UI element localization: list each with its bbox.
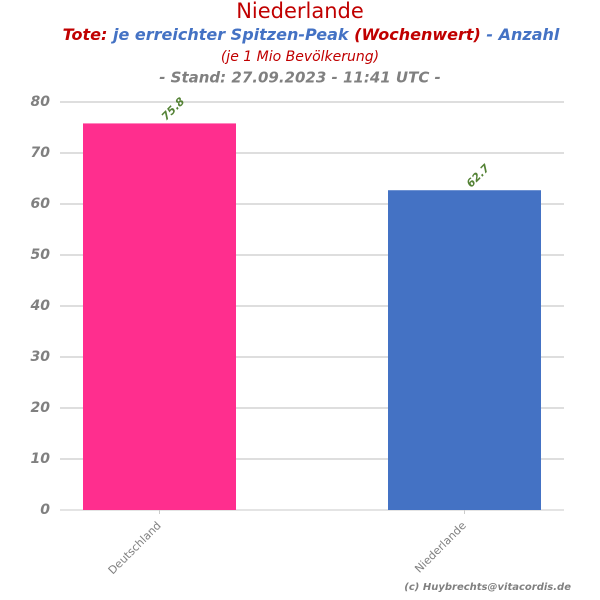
subtitle: - Stand: 27.09.2023 - 11:41 UTC -: [159, 69, 441, 87]
y-tick-label: 30: [31, 349, 51, 365]
subtitle-part: (Wochenwert): [354, 25, 481, 44]
bar: [83, 123, 236, 511]
bar: [388, 190, 541, 511]
data-label: 75.8: [159, 95, 188, 124]
subtitle: Tote: je erreichter Spitzen-Peak (Wochen…: [63, 25, 560, 44]
y-tick-label: 0: [40, 502, 50, 518]
y-tick-label: 20: [31, 400, 51, 416]
y-tick-label: 70: [31, 145, 51, 161]
chart-title: Niederlande: [236, 0, 364, 23]
y-tick-label: 40: [30, 298, 51, 314]
data-label: 62.7: [464, 161, 493, 190]
y-tick-label: 50: [31, 247, 51, 263]
subtitle-part: - Anzahl: [486, 25, 559, 44]
y-tick-label: 60: [31, 196, 51, 212]
x-tick-label: Deutschland: [106, 519, 164, 577]
subtitle-part: je erreichter Spitzen-Peak: [110, 25, 350, 44]
subtitle: (je 1 Mio Bevölkerung): [221, 49, 379, 65]
y-tick-label: 80: [31, 94, 51, 110]
credit: (c) Huybrechts@vitacordis.de: [404, 582, 571, 593]
subtitle-part: Tote:: [63, 25, 108, 44]
y-tick-label: 10: [31, 451, 51, 467]
x-tick-label: Niederlande: [412, 519, 469, 576]
